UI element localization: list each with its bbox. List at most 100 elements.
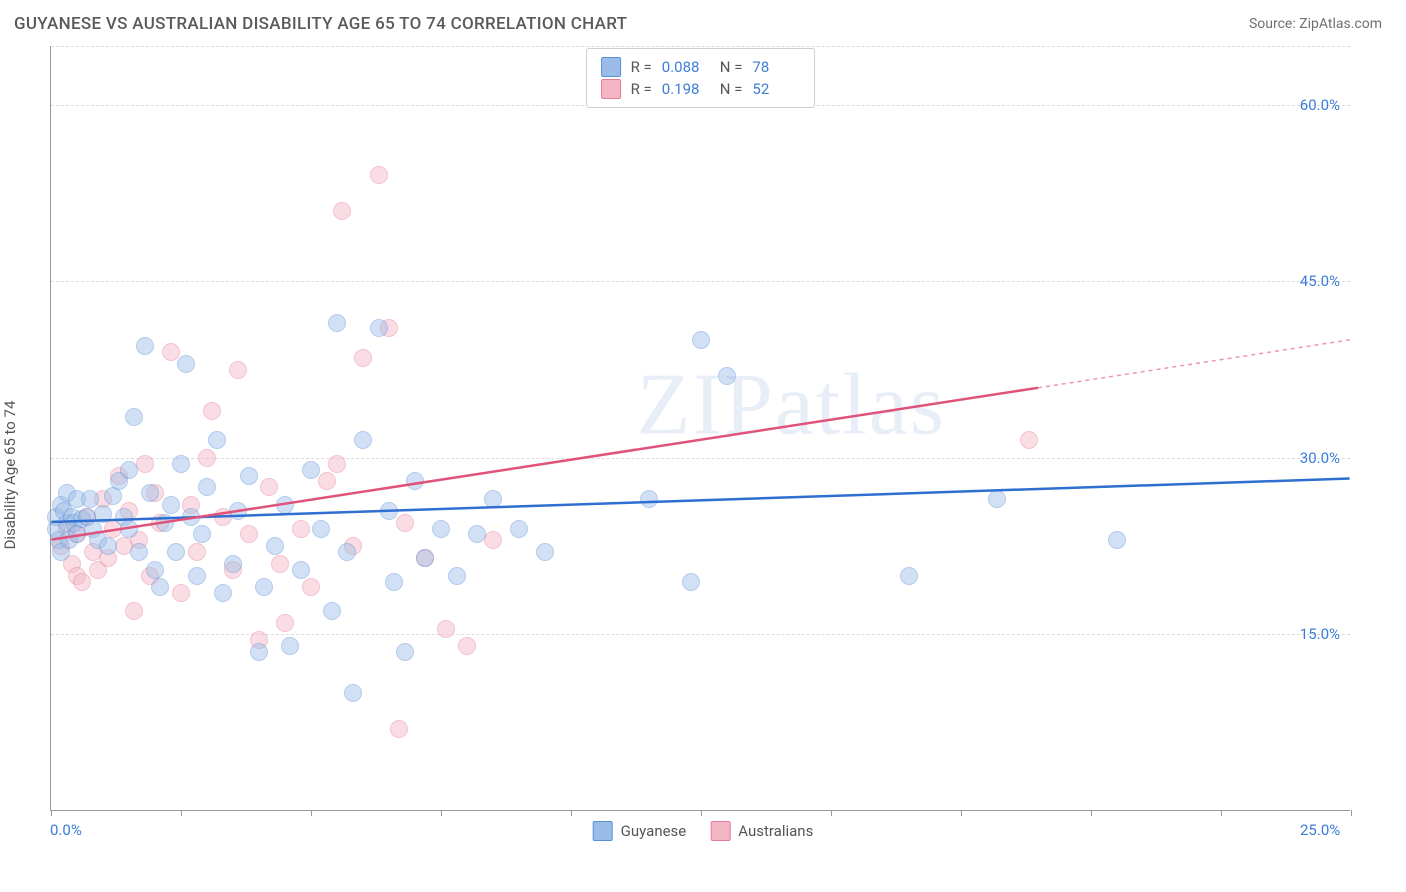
scatter-point: [380, 502, 398, 520]
scatter-point: [416, 549, 434, 567]
scatter-point: [333, 202, 351, 220]
scatter-point: [510, 520, 528, 538]
legend-item: Guyanese: [593, 821, 687, 841]
scatter-point: [468, 525, 486, 543]
legend-swatch-icon: [593, 821, 613, 841]
scatter-point: [162, 343, 180, 361]
scatter-point: [370, 319, 388, 337]
scatter-point: [229, 502, 247, 520]
scatter-point: [344, 684, 362, 702]
scatter-point: [94, 505, 112, 523]
scatter-point: [302, 578, 320, 596]
scatter-point: [370, 166, 388, 184]
scatter-point: [240, 525, 258, 543]
legend-label: Guyanese: [621, 822, 687, 840]
scatter-point: [81, 490, 99, 508]
n-label: N =: [720, 58, 743, 76]
scatter-point: [328, 455, 346, 473]
scatter-point: [484, 490, 502, 508]
r-value: 0.088: [662, 58, 710, 76]
scatter-point: [900, 567, 918, 585]
scatter-point: [318, 472, 336, 490]
scatter-point: [271, 555, 289, 573]
scatter-point: [276, 614, 294, 632]
scatter-point: [177, 355, 195, 373]
scatter-point: [208, 431, 226, 449]
scatter-point: [188, 543, 206, 561]
grid-line: [51, 46, 1350, 47]
scatter-point: [136, 337, 154, 355]
x-tick-mark: [701, 810, 702, 816]
n-value: 78: [752, 58, 800, 76]
x-tick-mark: [181, 810, 182, 816]
scatter-point: [385, 573, 403, 591]
scatter-point: [240, 467, 258, 485]
scatter-point: [229, 361, 247, 379]
scatter-point: [172, 584, 190, 602]
scatter-point: [172, 455, 190, 473]
scatter-point: [1020, 431, 1038, 449]
plot-area: ZIPatlas R = 0.088 N = 78 R = 0.198 N = …: [50, 46, 1350, 811]
scatter-point: [255, 578, 273, 596]
scatter-point: [432, 520, 450, 538]
chart-container: Disability Age 65 to 74 ZIPatlas R = 0.0…: [14, 46, 1392, 892]
scatter-point: [988, 490, 1006, 508]
scatter-point: [125, 602, 143, 620]
scatter-point: [99, 537, 117, 555]
scatter-point: [73, 573, 91, 591]
scatter-point: [130, 543, 148, 561]
x-tick-label: 0.0%: [50, 821, 82, 839]
scatter-point: [276, 496, 294, 514]
scatter-point: [151, 578, 169, 596]
scatter-point: [448, 567, 466, 585]
scatter-point: [250, 643, 268, 661]
scatter-point: [141, 484, 159, 502]
scatter-point: [136, 455, 154, 473]
scatter-point: [162, 496, 180, 514]
scatter-point: [198, 449, 216, 467]
legend-label: Australians: [738, 822, 813, 840]
scatter-point: [458, 637, 476, 655]
scatter-point: [718, 367, 736, 385]
x-tick-mark: [1221, 810, 1222, 816]
y-axis-label: Disability Age 65 to 74: [1, 401, 19, 550]
n-label: N =: [720, 80, 743, 98]
scatter-point: [354, 431, 372, 449]
scatter-point: [692, 331, 710, 349]
scatter-point: [266, 537, 284, 555]
legend-swatch-icon: [601, 57, 621, 77]
scatter-point: [188, 567, 206, 585]
scatter-point: [640, 490, 658, 508]
x-tick-mark: [1351, 810, 1352, 816]
legend-stats: R = 0.088 N = 78 R = 0.198 N = 52: [586, 48, 816, 108]
scatter-point: [193, 525, 211, 543]
y-tick-label: 60.0%: [1300, 96, 1340, 114]
x-tick-mark: [311, 810, 312, 816]
scatter-point: [312, 520, 330, 538]
scatter-point: [328, 314, 346, 332]
scatter-point: [120, 461, 138, 479]
grid-line: [51, 281, 1350, 282]
scatter-point: [437, 620, 455, 638]
scatter-point: [1108, 531, 1126, 549]
x-tick-mark: [1091, 810, 1092, 816]
legend-series: Guyanese Australians: [593, 821, 814, 841]
scatter-point: [260, 478, 278, 496]
r-label: R =: [631, 58, 652, 76]
r-value: 0.198: [662, 80, 710, 98]
scatter-point: [406, 472, 424, 490]
chart-title: GUYANESE VS AUSTRALIAN DISABILITY AGE 65…: [14, 14, 627, 34]
n-value: 52: [752, 80, 800, 98]
legend-swatch-icon: [710, 821, 730, 841]
scatter-point: [146, 561, 164, 579]
x-tick-mark: [961, 810, 962, 816]
scatter-point: [182, 508, 200, 526]
scatter-point: [682, 573, 700, 591]
scatter-point: [120, 520, 138, 538]
legend-stats-row: R = 0.088 N = 78: [601, 57, 801, 77]
scatter-point: [292, 561, 310, 579]
legend-item: Australians: [710, 821, 813, 841]
r-label: R =: [631, 80, 652, 98]
scatter-point: [156, 514, 174, 532]
x-tick-mark: [831, 810, 832, 816]
